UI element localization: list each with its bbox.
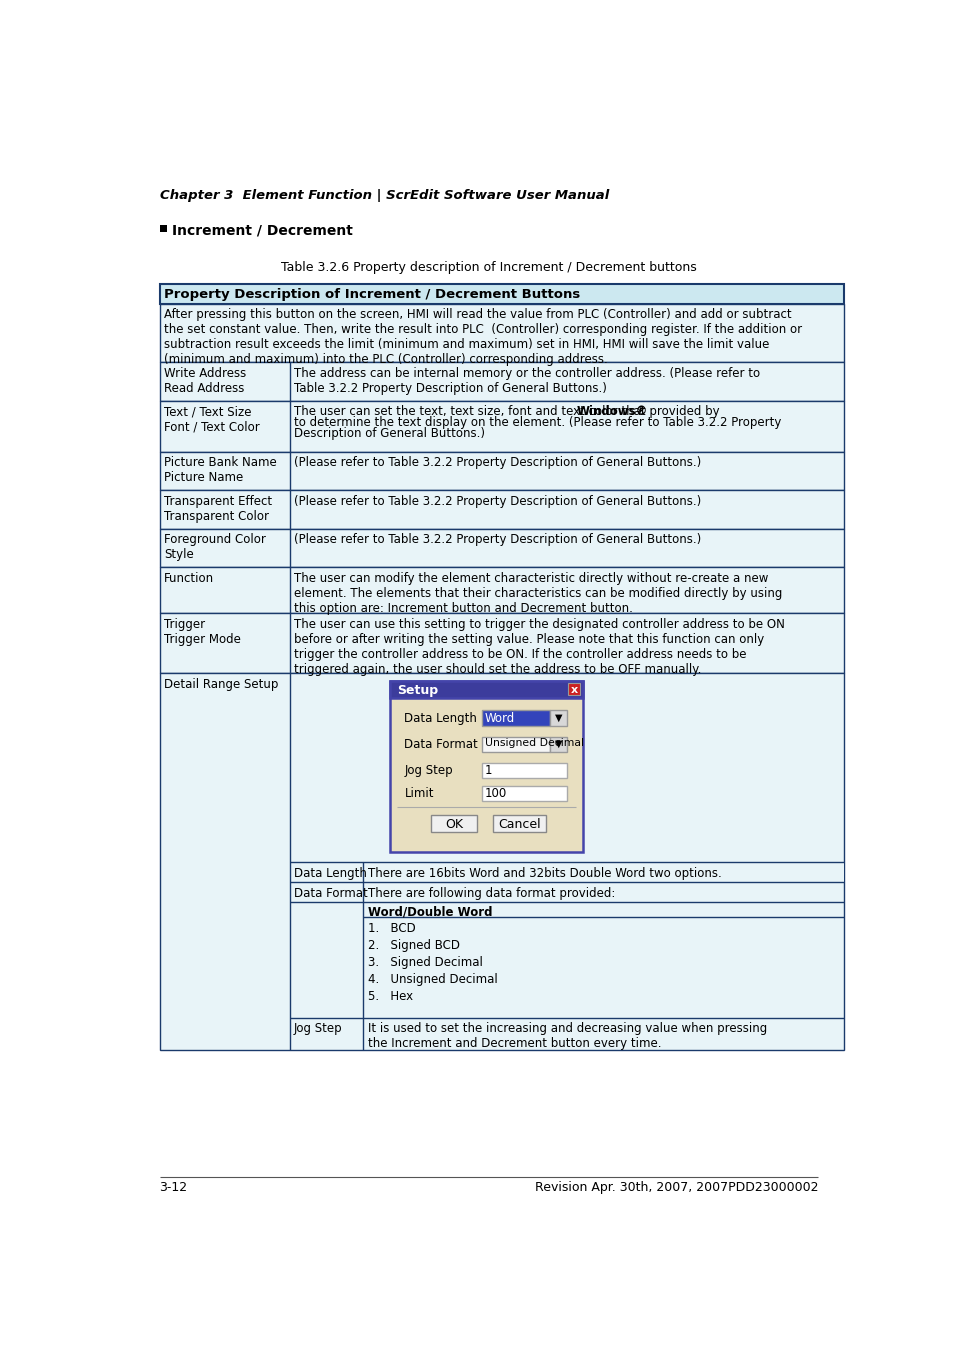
- Bar: [481, 736, 550, 753]
- Text: The user can use this setting to trigger the designated controller address to be: The user can use this setting to trigger…: [294, 617, 784, 676]
- Bar: [481, 711, 550, 725]
- Text: 3.   Signed Decimal: 3. Signed Decimal: [368, 957, 482, 969]
- Text: Picture Bank Name
Picture Name: Picture Bank Name Picture Name: [164, 457, 276, 484]
- Text: Jog Step: Jog Step: [404, 765, 453, 777]
- Text: Detail Range Setup: Detail Range Setup: [164, 678, 278, 690]
- Text: Word/Double Word: Word/Double Word: [368, 905, 492, 919]
- Text: 1.   BCD: 1. BCD: [368, 923, 416, 935]
- Text: Data Length: Data Length: [294, 867, 366, 880]
- Bar: [159, 451, 843, 490]
- Text: Description of General Buttons.): Description of General Buttons.): [294, 427, 485, 440]
- Text: Foreground Color
Style: Foreground Color Style: [164, 534, 266, 561]
- Text: 5.   Hex: 5. Hex: [368, 990, 413, 1002]
- Text: OK: OK: [445, 819, 462, 831]
- Bar: [550, 711, 567, 725]
- Bar: [159, 673, 843, 1050]
- Text: Trigger
Trigger Mode: Trigger Trigger Mode: [164, 617, 241, 646]
- Text: Windows®: Windows®: [576, 405, 647, 419]
- Bar: [567, 682, 579, 694]
- Text: There are following data format provided:: There are following data format provided…: [368, 886, 615, 900]
- Text: Function: Function: [164, 571, 214, 585]
- Text: Write Address
Read Address: Write Address Read Address: [164, 367, 246, 394]
- Text: Property Description of Increment / Decrement Buttons: Property Description of Increment / Decr…: [164, 288, 579, 301]
- Text: ▼: ▼: [555, 713, 562, 723]
- Text: 100: 100: [484, 788, 507, 800]
- Bar: [159, 528, 843, 567]
- Text: Table 3.2.6 Property description of Increment / Decrement buttons: Table 3.2.6 Property description of Incr…: [281, 261, 696, 274]
- Bar: [159, 567, 843, 613]
- Bar: [431, 815, 476, 832]
- Bar: [159, 613, 843, 673]
- Bar: [290, 862, 843, 882]
- Text: Text / Text Size
Font / Text Color: Text / Text Size Font / Text Color: [164, 405, 259, 434]
- Bar: [159, 362, 843, 401]
- Bar: [550, 736, 567, 753]
- Text: After pressing this button on the screen, HMI will read the value from PLC (Cont: After pressing this button on the screen…: [164, 308, 801, 366]
- Text: 2.   Signed BCD: 2. Signed BCD: [368, 939, 459, 952]
- Bar: [159, 401, 843, 451]
- Bar: [493, 815, 545, 832]
- Text: Cancel: Cancel: [497, 819, 540, 831]
- Bar: [159, 490, 843, 528]
- Text: Data Format: Data Format: [404, 738, 477, 751]
- Text: (Please refer to Table 3.2.2 Property Description of General Buttons.): (Please refer to Table 3.2.2 Property De…: [294, 457, 700, 469]
- Text: Jog Step: Jog Step: [294, 1023, 342, 1035]
- Bar: [481, 763, 567, 778]
- Text: x: x: [570, 685, 578, 696]
- Text: The address can be internal memory or the controller address. (Please refer to
T: The address can be internal memory or th…: [294, 367, 760, 394]
- Text: Chapter 3  Element Function | ScrEdit Software User Manual: Chapter 3 Element Function | ScrEdit Sof…: [159, 189, 608, 203]
- Text: 3-12: 3-12: [159, 1181, 188, 1194]
- Text: 4.   Unsigned Decimal: 4. Unsigned Decimal: [368, 973, 497, 986]
- Bar: [481, 786, 567, 801]
- Text: Unsigned Decimal: Unsigned Decimal: [484, 738, 583, 748]
- Text: It is used to set the increasing and decreasing value when pressing
the Incremen: It is used to set the increasing and dec…: [368, 1023, 766, 1050]
- Text: Limit: Limit: [404, 788, 434, 800]
- Bar: [390, 681, 582, 852]
- Text: to determine the text display on the element. (Please refer to Table 3.2.2 Prope: to determine the text display on the ele…: [294, 416, 781, 430]
- Bar: [159, 226, 167, 232]
- Text: (Please refer to Table 3.2.2 Property Description of General Buttons.): (Please refer to Table 3.2.2 Property De…: [294, 494, 700, 508]
- Text: Increment / Decrement: Increment / Decrement: [172, 224, 353, 238]
- Text: Data Length: Data Length: [404, 712, 476, 725]
- Text: 1: 1: [484, 765, 492, 777]
- Bar: [159, 304, 843, 362]
- Text: Word: Word: [484, 712, 515, 725]
- Bar: [390, 681, 582, 698]
- Text: Revision Apr. 30th, 2007, 2007PDD23000002: Revision Apr. 30th, 2007, 2007PDD2300000…: [535, 1181, 818, 1194]
- Text: There are 16bits Word and 32bits Double Word two options.: There are 16bits Word and 32bits Double …: [368, 867, 721, 880]
- Text: (Please refer to Table 3.2.2 Property Description of General Buttons.): (Please refer to Table 3.2.2 Property De…: [294, 534, 700, 546]
- Text: The user can modify the element characteristic directly without re-create a new
: The user can modify the element characte…: [294, 571, 782, 615]
- Text: Data Format: Data Format: [294, 886, 367, 900]
- Text: The user can set the text, text size, font and text color that provided by: The user can set the text, text size, fo…: [294, 405, 723, 419]
- Text: Transparent Effect
Transparent Color: Transparent Effect Transparent Color: [164, 494, 272, 523]
- Bar: [159, 284, 843, 304]
- Text: ▼: ▼: [555, 739, 562, 750]
- Text: Setup: Setup: [396, 684, 437, 697]
